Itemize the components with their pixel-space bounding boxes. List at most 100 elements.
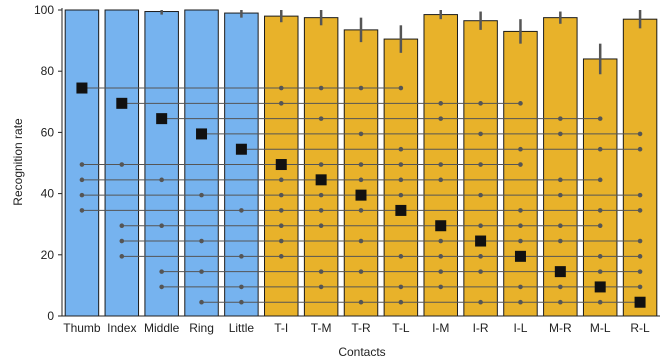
combination-dot: [358, 177, 364, 183]
combination-dot: [358, 131, 364, 137]
combination-dot: [478, 162, 483, 167]
marker-r-l: [634, 296, 646, 308]
bar-i-r: [463, 20, 498, 317]
combination-dot: [358, 299, 364, 305]
combination-dot: [518, 101, 523, 106]
combination-dot: [79, 208, 85, 213]
combination-dot: [398, 146, 404, 152]
marker-i-r: [475, 235, 487, 247]
x-tick-label: M-L: [590, 321, 611, 335]
combination-dot: [358, 162, 364, 167]
combination-dot: [278, 254, 284, 259]
bar-t-r: [343, 29, 379, 317]
y-tick-label: 80: [41, 64, 55, 78]
combination-dot: [637, 146, 643, 152]
combination-dot: [278, 177, 284, 183]
combination-dot: [518, 284, 523, 290]
y-axis-title: Recognition rate: [11, 118, 25, 206]
combination-dot: [597, 299, 603, 305]
combination-dot: [637, 254, 643, 259]
combination-dot: [318, 269, 324, 274]
contact-markers-layer: [76, 82, 646, 308]
combination-dot: [318, 208, 324, 213]
x-tick-label: R-L: [630, 321, 650, 335]
combination-dot: [558, 116, 563, 121]
x-tick-label: T-L: [392, 321, 410, 335]
combination-dot: [438, 254, 444, 259]
x-tick-label: Little: [229, 321, 255, 335]
combination-dot: [79, 177, 85, 183]
x-tick-label: Index: [107, 321, 136, 335]
combination-dot: [438, 269, 444, 274]
combination-dot: [199, 299, 204, 305]
combination-dot: [398, 162, 404, 167]
combination-dot: [278, 192, 284, 198]
combination-dot: [637, 192, 643, 198]
combination-dot: [318, 116, 324, 121]
combination-dot: [597, 116, 603, 121]
combination-dot: [558, 131, 563, 137]
combination-dot: [278, 208, 284, 213]
combination-dot: [597, 146, 603, 152]
combination-dot: [438, 162, 444, 167]
combination-dot: [318, 192, 324, 198]
combination-dot: [518, 238, 523, 244]
combination-lines-layer: [81, 87, 641, 303]
marker-m-r: [554, 266, 566, 278]
bar-r-l: [622, 18, 658, 317]
combination-dot: [478, 101, 483, 106]
combination-dot: [597, 269, 603, 274]
x-tick-label: Middle: [144, 321, 180, 335]
marker-i-l: [514, 250, 526, 262]
x-tick-label: I-L: [513, 321, 527, 335]
marker-t-r: [355, 189, 367, 201]
combination-dot: [278, 223, 284, 229]
combination-dot: [478, 254, 483, 259]
combination-dot: [558, 238, 563, 244]
marker-little: [235, 143, 247, 155]
combination-dot: [558, 177, 563, 183]
combination-dot: [358, 269, 364, 274]
x-tick-label: Thumb: [63, 321, 101, 335]
combination-dot: [79, 162, 85, 167]
marker-t-m: [315, 174, 327, 186]
bar-m-l: [582, 58, 618, 317]
bar-i-l: [503, 30, 538, 317]
combination-dot: [358, 85, 364, 91]
combination-dot: [597, 223, 603, 229]
combination-dot: [637, 269, 643, 274]
combination-dot: [478, 192, 483, 198]
combination-dot: [438, 238, 444, 244]
x-tick-label: Ring: [189, 321, 214, 335]
y-tick-label: 40: [41, 187, 55, 201]
x-tick-label: I-M: [432, 321, 449, 335]
combination-dot: [318, 284, 324, 290]
combination-dot: [478, 131, 483, 137]
combination-dot: [398, 192, 404, 198]
combination-dot: [597, 254, 603, 259]
combination-dot: [558, 192, 563, 198]
combination-dot: [199, 192, 204, 198]
combination-dot: [358, 208, 364, 213]
combination-dot: [597, 208, 603, 213]
marker-i-m: [435, 220, 447, 232]
marker-t-i: [275, 159, 287, 171]
marker-middle: [156, 113, 168, 125]
combination-dot: [438, 177, 444, 183]
combination-dot: [119, 238, 125, 244]
combination-dot: [119, 162, 125, 167]
combination-dot: [318, 223, 324, 229]
marker-m-l: [594, 281, 606, 293]
combination-dot: [358, 238, 364, 244]
marker-thumb: [76, 82, 88, 94]
combination-dot: [398, 85, 404, 91]
combination-dot: [518, 162, 523, 167]
combination-dot: [278, 85, 284, 91]
combination-dot: [318, 85, 324, 91]
combination-dot: [398, 177, 404, 183]
axes-layer: 0 20 40 60 80 100 Thumb Index Middle Ring Little T-…: [34, 3, 660, 335]
combination-dot: [159, 177, 164, 183]
x-tick-label: T-R: [351, 321, 371, 335]
combination-dot: [79, 192, 85, 198]
